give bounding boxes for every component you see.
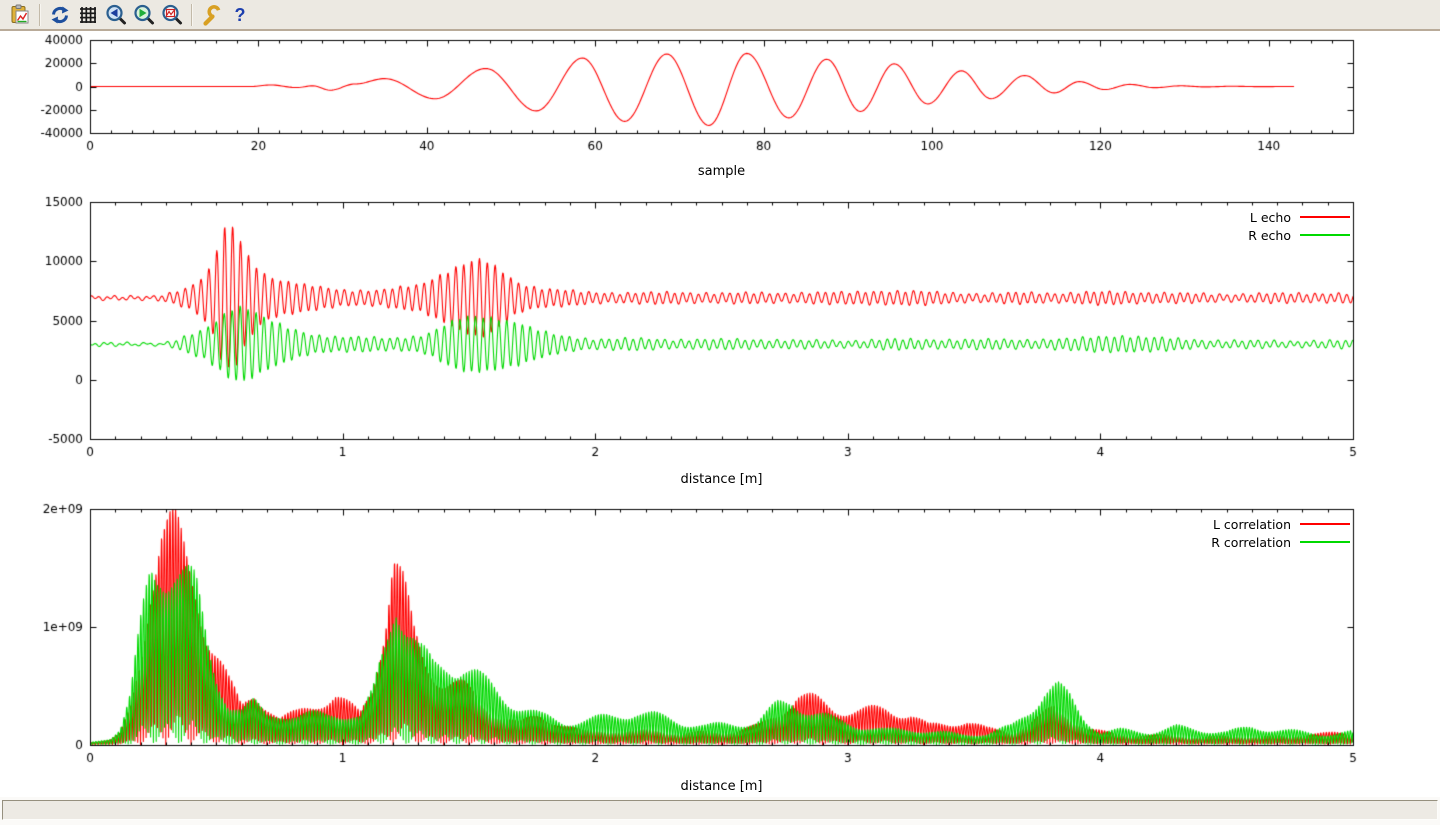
echo-plot-legend: L echo R echo [1248, 209, 1350, 243]
zoom-next-icon [134, 4, 154, 24]
legend-label: R echo [1248, 227, 1291, 243]
legend-label: L echo [1249, 209, 1291, 225]
signal-plot-xlabel: sample [697, 164, 746, 179]
grid-icon [80, 6, 96, 23]
legend-line-sample [1300, 541, 1350, 543]
help-button[interactable]: ? [227, 2, 253, 28]
echo-plot-canvas[interactable] [0, 193, 1440, 493]
zoom-next-button[interactable] [131, 2, 157, 28]
legend-line-sample [1300, 216, 1350, 218]
configure-button[interactable] [199, 2, 225, 28]
legend-label: L correlation [1212, 516, 1291, 532]
legend-label: R correlation [1211, 534, 1291, 550]
echo-plot-xlabel: distance [m] [680, 472, 763, 487]
status-bar [0, 797, 1440, 825]
correlation-plot-canvas[interactable] [0, 493, 1440, 797]
legend-line-sample [1300, 523, 1350, 525]
correlation-plot-xlabel: distance [m] [680, 779, 763, 794]
legend-entry: L correlation [1211, 516, 1350, 532]
legend-line-sample [1300, 234, 1350, 236]
signal-plot-canvas[interactable] [0, 33, 1440, 193]
zoom-previous-button[interactable] [103, 2, 129, 28]
autoscale-icon [162, 4, 182, 24]
zoom-previous-icon [106, 4, 126, 24]
toolbar-separator [39, 3, 41, 26]
toolbar: ? [0, 0, 1440, 31]
correlation-plot-legend: L correlation R correlation [1211, 516, 1350, 550]
help-icon: ? [234, 4, 246, 25]
legend-entry: R echo [1248, 227, 1350, 243]
toggle-grid-button[interactable] [75, 2, 101, 28]
copy-to-clipboard-button[interactable] [7, 2, 33, 28]
toolbar-separator [191, 3, 193, 26]
legend-entry: L echo [1248, 209, 1350, 225]
replot-icon [51, 6, 69, 23]
copy-to-clipboard-icon [11, 4, 29, 23]
autoscale-button[interactable] [159, 2, 185, 28]
status-message [2, 800, 1438, 820]
replot-button[interactable] [47, 2, 73, 28]
wrench-icon [203, 4, 221, 26]
legend-entry: R correlation [1211, 534, 1350, 550]
